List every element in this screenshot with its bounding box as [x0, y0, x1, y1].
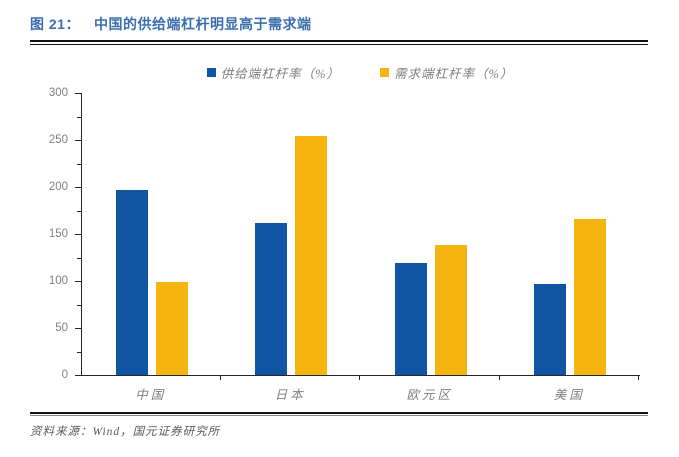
legend-swatch-icon — [206, 67, 216, 77]
x-axis-category-label: 中国 — [135, 388, 167, 402]
x-axis-category-label: 美国 — [553, 388, 585, 402]
y-axis-tick — [75, 140, 81, 141]
y-axis-tick — [77, 163, 81, 165]
y-axis-tick — [77, 351, 81, 353]
bar — [394, 263, 427, 375]
footer-divider-thick-line — [30, 412, 648, 414]
y-axis-tick — [77, 257, 81, 259]
y-axis-tick — [75, 328, 81, 329]
legend-item: 供给端杠杆率（%） — [206, 63, 340, 82]
y-axis-tick — [75, 281, 81, 282]
y-axis-tick-label: 200 — [48, 181, 68, 193]
x-axis-category-label: 欧元区 — [406, 388, 453, 402]
bar — [155, 281, 188, 375]
figure-title: 图 21： 中国的供给端杠杆明显高于需求端 — [30, 14, 648, 34]
footer-divider — [30, 412, 648, 416]
y-axis-tick — [75, 375, 81, 376]
x-axis-tick — [359, 376, 360, 380]
figure-number: 图 21： — [30, 16, 80, 32]
bar-group-3 — [361, 93, 501, 375]
bar-group-4 — [501, 93, 641, 375]
bar — [434, 245, 467, 375]
y-axis-tick — [77, 116, 81, 118]
y-axis-tick — [75, 187, 81, 188]
bar — [115, 189, 148, 375]
y-axis-tick-label: 150 — [48, 228, 68, 240]
y-axis-tick-label: 0 — [61, 369, 68, 381]
y-axis-tick-label: 100 — [48, 275, 68, 287]
chart-legend: 供给端杠杆率（%） 需求端杠杆率（%） — [81, 63, 639, 81]
header-divider — [30, 40, 648, 45]
y-axis-tick — [75, 93, 81, 94]
y-axis-tick-label: 300 — [48, 87, 68, 99]
legend-label: 需求端杠杆率（%） — [394, 66, 514, 81]
header-divider-thick-line — [30, 40, 648, 42]
figure-title-text: 中国的供给端杠杆明显高于需求端 — [93, 16, 312, 32]
bar-group-2 — [222, 93, 362, 375]
bar-group-1 — [82, 93, 222, 375]
bar — [255, 222, 288, 375]
bar — [574, 218, 607, 375]
x-axis-tick — [638, 376, 639, 380]
y-axis-tick-label: 50 — [55, 322, 68, 334]
bar — [295, 136, 328, 375]
legend-item: 需求端杠杆率（%） — [380, 63, 513, 82]
y-axis-tick-label: 250 — [48, 134, 68, 146]
x-axis-tick — [498, 376, 500, 380]
plot-area — [81, 93, 640, 376]
y-axis-tick — [75, 234, 81, 235]
footer-divider-thin-line — [30, 415, 648, 416]
x-axis-category-label: 日本 — [274, 388, 306, 402]
x-axis-tick — [219, 376, 221, 380]
y-axis-tick — [77, 304, 81, 306]
y-axis-tick — [77, 210, 81, 212]
header-divider-thin-line — [30, 44, 648, 45]
legend-swatch-icon — [380, 67, 389, 77]
bar — [534, 283, 567, 375]
data-source-note: 资料来源：Wind，国元证券研究所 — [30, 426, 221, 438]
legend-label: 供给端杠杆率（%） — [220, 66, 340, 81]
